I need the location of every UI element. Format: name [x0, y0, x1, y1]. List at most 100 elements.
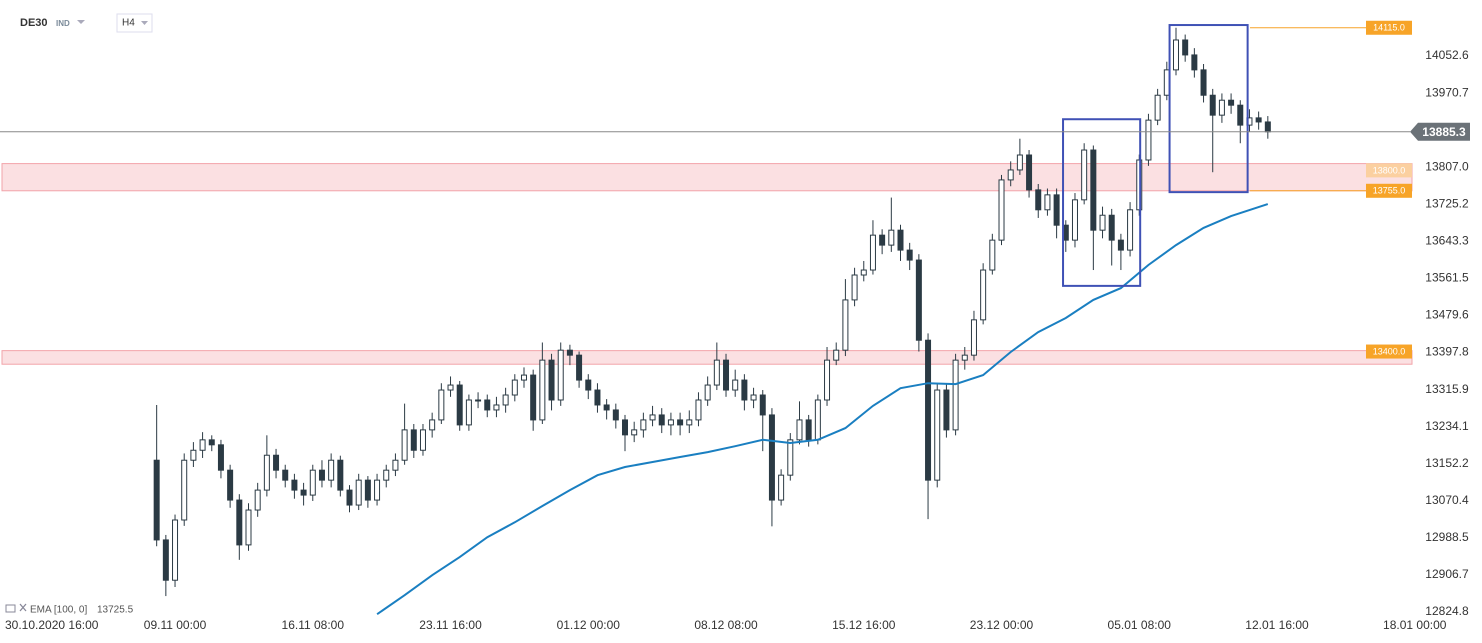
y-tick-label: 13643.3: [1425, 234, 1469, 248]
candle-body: [355, 479, 362, 506]
candle-body: [162, 539, 169, 581]
candle-body: [796, 419, 803, 441]
level-label: 13755.0: [1373, 186, 1406, 196]
candle-body: [824, 359, 831, 401]
candle-body: [484, 399, 491, 411]
candle-body: [1163, 69, 1170, 96]
candle-body: [566, 349, 573, 356]
symbol-dropdown[interactable]: [77, 20, 85, 24]
candle-body: [181, 459, 188, 521]
ema-value: 13725.5: [97, 605, 134, 616]
candle-body: [640, 419, 647, 431]
candle-body: [263, 454, 270, 491]
candle-body: [208, 439, 215, 446]
candle-body: [667, 419, 674, 426]
candle-body: [346, 489, 353, 506]
candle-body: [585, 379, 592, 391]
y-tick-label: 13070.4: [1425, 493, 1469, 507]
candle-body: [447, 384, 454, 391]
candle-body: [860, 269, 867, 276]
candle-body: [548, 359, 555, 401]
candle-body: [383, 469, 390, 481]
level-tag: [1366, 163, 1412, 178]
candle-body: [1099, 214, 1106, 231]
candle-body: [300, 489, 307, 496]
candle-body: [217, 444, 224, 471]
candle-body: [686, 419, 693, 426]
candle-body: [1081, 149, 1088, 201]
candle-body: [732, 379, 739, 391]
candle-body: [419, 429, 426, 451]
timeframe[interactable]: H4: [122, 18, 135, 29]
y-tick-label: 13561.5: [1425, 271, 1469, 285]
candle-body: [227, 469, 234, 501]
candle-body: [970, 319, 977, 356]
candle-body: [833, 349, 840, 361]
x-tick-label: 05.01 08:00: [1108, 618, 1172, 632]
candle-body: [603, 404, 610, 411]
candle-body: [869, 234, 876, 271]
symbol[interactable]: DE30: [20, 17, 48, 29]
candle-body: [153, 459, 160, 541]
level-label: 13400.0: [1373, 346, 1406, 356]
candle-body: [1172, 39, 1179, 71]
candle-body: [172, 519, 179, 581]
candle-body: [1108, 214, 1115, 241]
level-tag: [1366, 20, 1412, 35]
candle-body: [282, 469, 289, 481]
candle-body: [456, 384, 463, 426]
candle-body: [364, 479, 371, 501]
candle-body: [438, 389, 445, 421]
y-tick-label: 13234.1: [1425, 419, 1469, 433]
candle-body: [677, 419, 684, 426]
candle-body: [1218, 99, 1225, 116]
candle-body: [1090, 149, 1097, 231]
candle-body: [961, 354, 968, 361]
last-price-label: 13885.3: [1422, 125, 1466, 139]
y-tick-label: 13725.2: [1425, 196, 1469, 210]
candle-body: [1255, 117, 1262, 123]
level-tag: [1366, 344, 1412, 359]
level-tag: [1366, 183, 1412, 198]
candle-body: [318, 469, 325, 481]
y-tick-label: 13152.2: [1425, 456, 1469, 470]
candle-body: [1016, 154, 1023, 171]
candle-body: [1191, 54, 1198, 71]
plot-area: [0, 24, 1413, 616]
candle-body: [465, 399, 472, 426]
timeframe-dropdown[interactable]: [141, 21, 148, 25]
candle-body: [934, 389, 941, 481]
timeframe-box[interactable]: [116, 13, 153, 33]
candle-body: [392, 459, 399, 471]
y-tick-label: 13315.9: [1425, 382, 1469, 396]
candle-body: [622, 419, 629, 436]
last-price-tag: [1410, 122, 1470, 141]
candle-body: [980, 269, 987, 321]
level-label: 13800.0: [1373, 165, 1406, 175]
x-tick-label: 15.12 16:00: [832, 618, 896, 632]
candle-body: [1182, 39, 1189, 56]
candle-body: [805, 419, 812, 441]
y-tick-label: 12906.7: [1425, 567, 1469, 581]
candle-body: [1062, 224, 1069, 241]
highlight-box: [1168, 24, 1249, 194]
candle-body: [1026, 154, 1033, 191]
candle-body: [1209, 94, 1216, 116]
candle-body: [704, 384, 711, 401]
x-tick-label: 01.12 00:00: [557, 618, 621, 632]
indicator-icon[interactable]: [5, 604, 16, 613]
candle-body: [879, 234, 886, 246]
x-tick-label: 23.11 16:00: [419, 618, 482, 632]
y-tick-label: 13807.0: [1425, 159, 1469, 173]
candle-body: [511, 379, 518, 396]
candle-body: [254, 489, 261, 511]
support-zone: [1, 350, 1413, 365]
indicator-remove[interactable]: [19, 603, 27, 612]
x-tick-label: 18.01 00:00: [1383, 618, 1447, 632]
candle-body: [309, 469, 316, 496]
candle-body: [530, 374, 537, 421]
candle-body: [1007, 169, 1014, 181]
candle-body: [493, 404, 500, 411]
candle-body: [998, 179, 1005, 241]
candle-body: [713, 359, 720, 386]
